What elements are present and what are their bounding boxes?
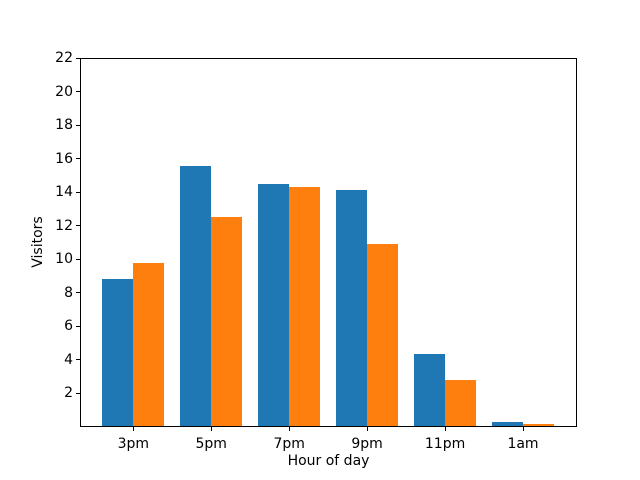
x-tick: [444, 427, 446, 431]
y-tick-label: 4: [64, 351, 73, 368]
x-tick-label: 3pm: [117, 436, 150, 452]
y-tick: [76, 57, 80, 59]
x-tick-label: 5pm: [195, 436, 227, 452]
x-axis-title: Hour of day: [287, 453, 370, 469]
x-tick: [210, 427, 212, 431]
bar-blue-9pm: [336, 189, 368, 427]
y-tick: [76, 392, 80, 394]
x-tick-label: 1am: [507, 436, 539, 452]
bar-orange-3pm: [133, 262, 165, 427]
x-tick-label: 11pm: [424, 436, 466, 452]
bar-orange-7pm: [289, 187, 321, 427]
y-tick-label: 14: [55, 184, 73, 201]
bar-blue-5pm: [180, 166, 212, 427]
bar-blue-1am: [492, 421, 523, 427]
x-tick: [522, 427, 524, 431]
y-tick: [76, 158, 80, 160]
y-tick: [76, 359, 80, 361]
y-tick: [76, 124, 80, 126]
bar-blue-11pm: [414, 354, 446, 427]
bar-blue-7pm: [258, 183, 290, 427]
y-tick: [76, 225, 80, 227]
y-tick-label: 8: [64, 284, 73, 301]
bar-orange-1am: [523, 423, 554, 427]
y-tick-label: 6: [64, 318, 73, 335]
y-tick: [76, 191, 80, 193]
y-tick-label: 12: [55, 217, 73, 234]
bar-orange-9pm: [367, 244, 399, 427]
bar-orange-11pm: [445, 380, 477, 427]
y-tick: [76, 258, 80, 260]
bar-orange-5pm: [211, 216, 243, 427]
y-tick-label: 16: [55, 150, 73, 167]
x-tick: [288, 427, 290, 431]
y-tick: [76, 325, 80, 327]
x-tick: [366, 427, 368, 431]
x-tick-label: 9pm: [351, 436, 383, 452]
y-tick: [76, 91, 80, 93]
y-tick-label: 2: [64, 385, 73, 402]
y-tick-label: 20: [55, 83, 73, 100]
y-axis-title: Visitors: [30, 216, 46, 268]
bar-blue-3pm: [102, 279, 134, 427]
y-tick-label: 22: [55, 50, 73, 66]
x-tick-label: 7pm: [273, 436, 305, 452]
y-tick-label: 18: [55, 117, 73, 134]
x-tick: [132, 427, 134, 431]
y-tick-label: 10: [55, 251, 73, 268]
y-tick: [76, 292, 80, 294]
